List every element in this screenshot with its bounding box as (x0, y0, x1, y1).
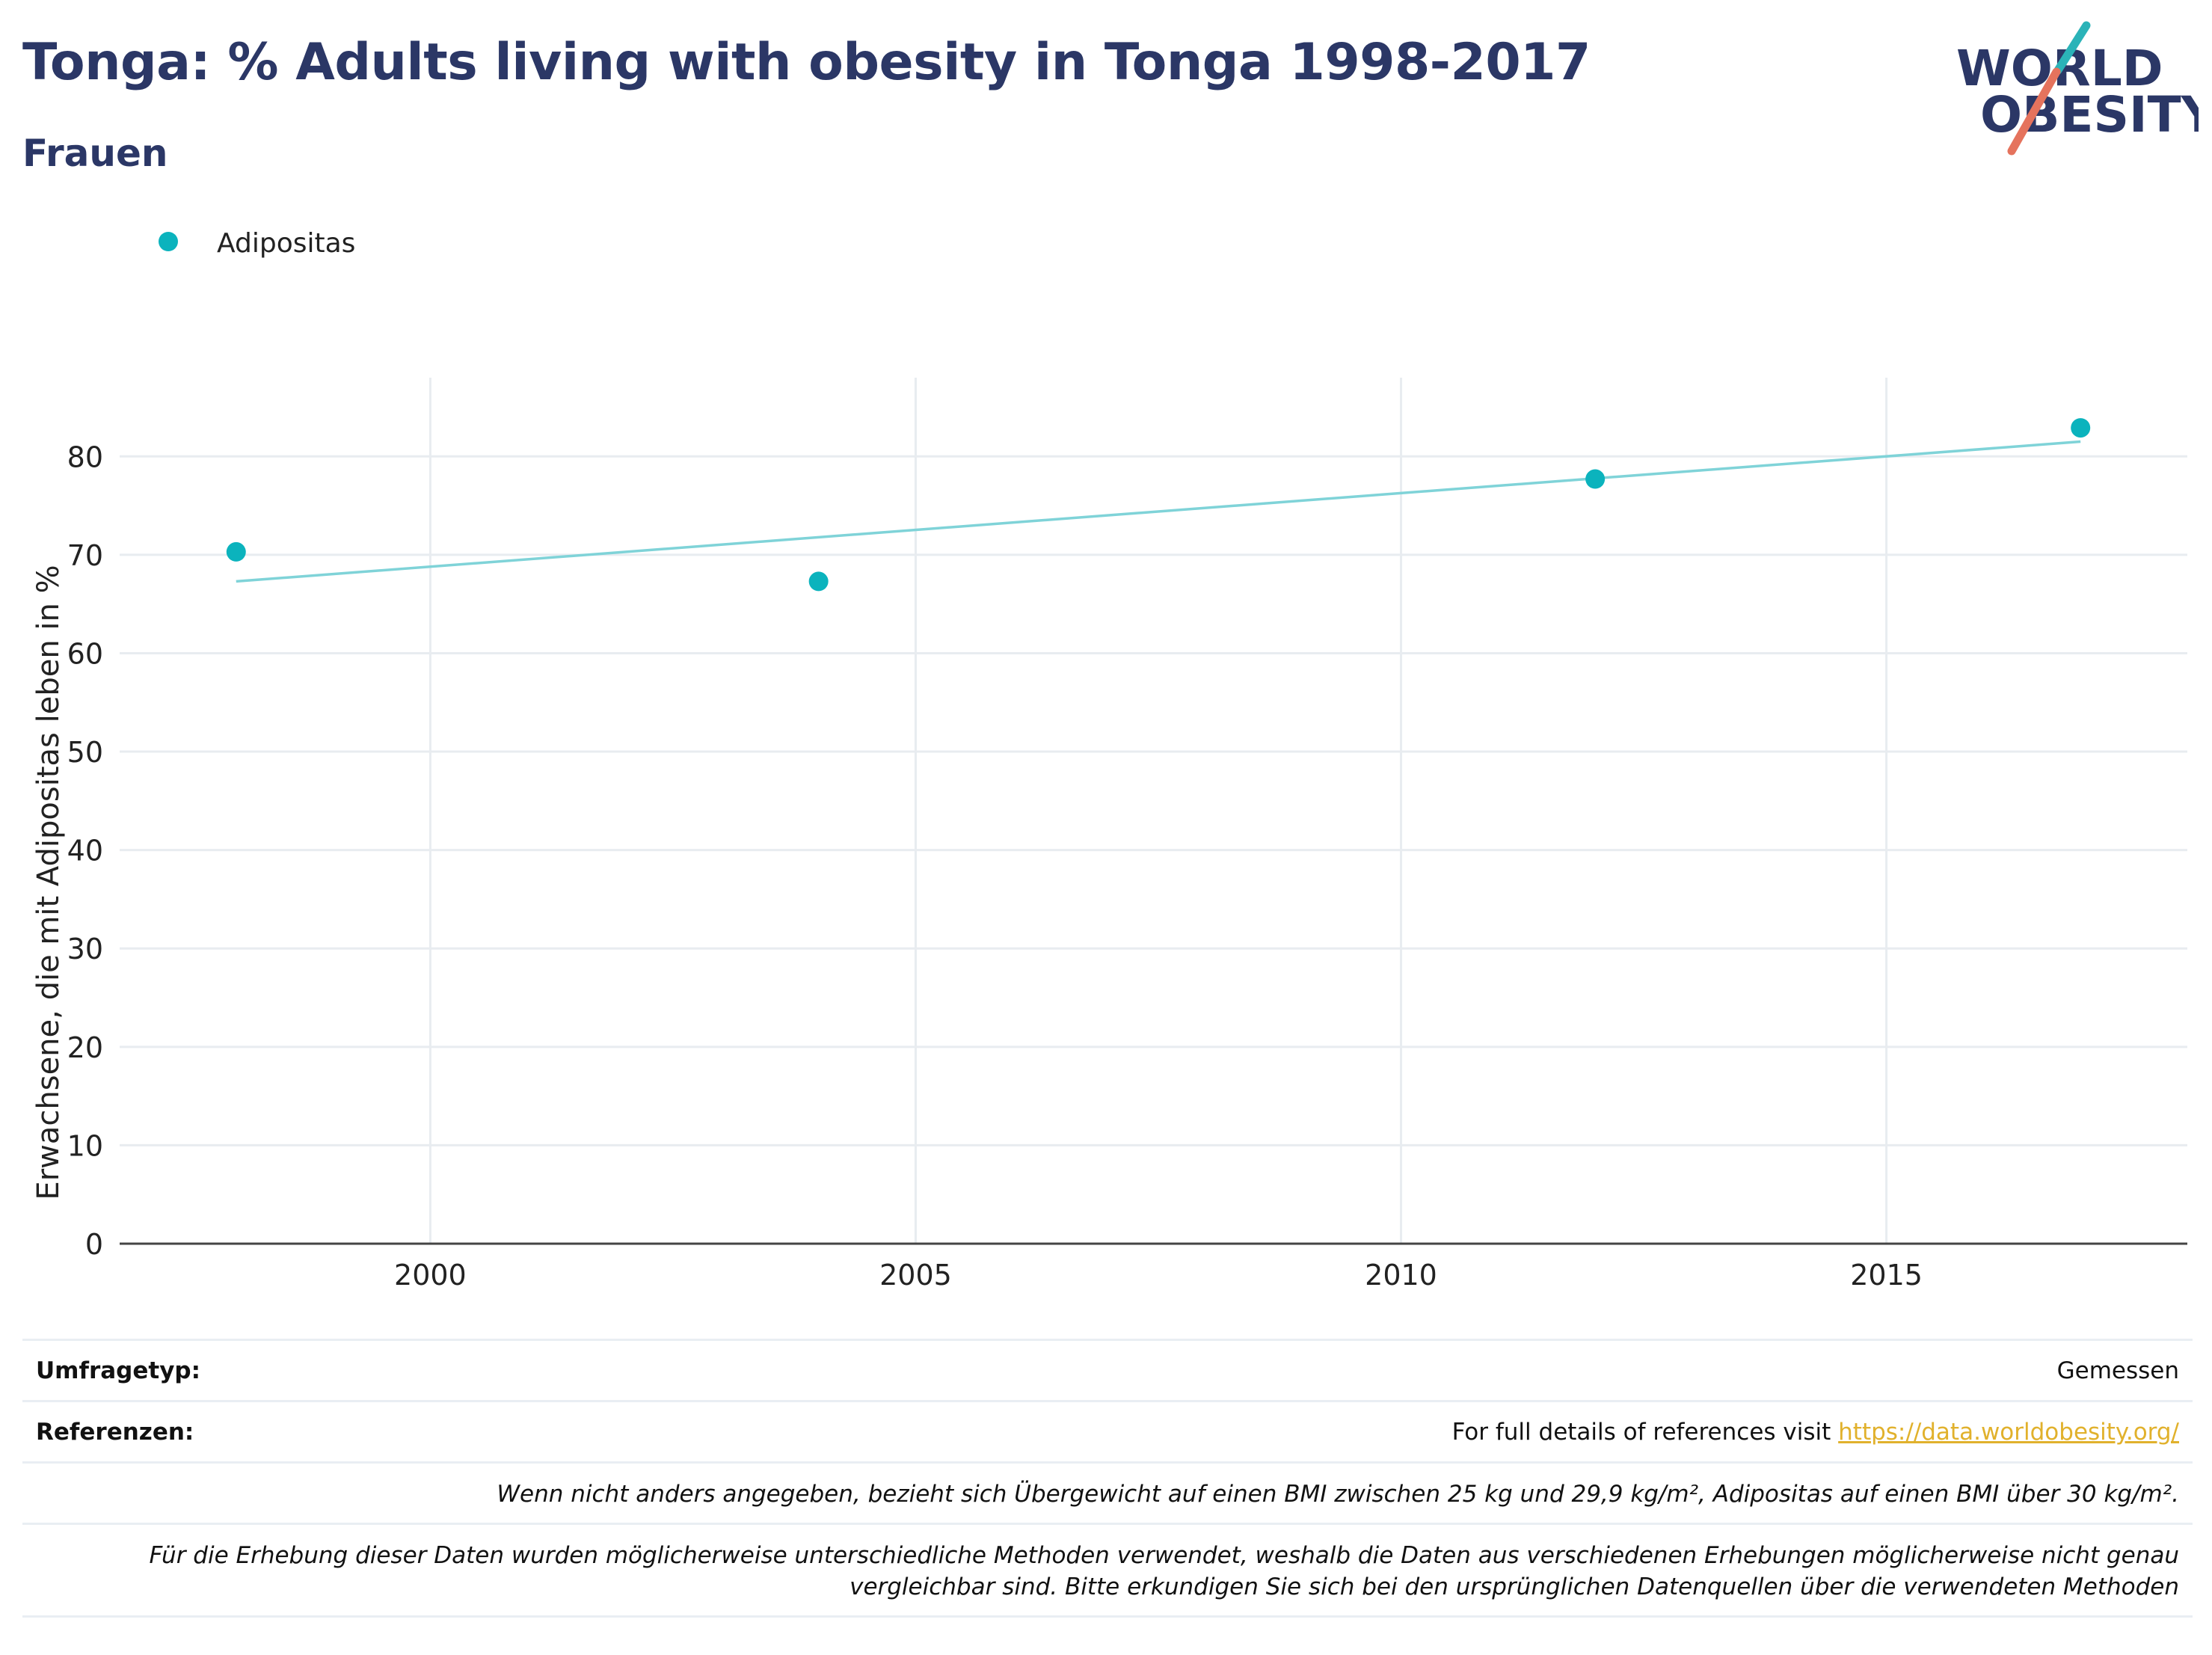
y-tick-label: 80 (67, 440, 103, 473)
x-tick-label: 2005 (879, 1259, 952, 1292)
y-tick-label: 0 (85, 1228, 103, 1261)
methods-note: Für die Erhebung dieser Daten wurden mög… (149, 1540, 2179, 1603)
y-tick-label: 70 (67, 539, 103, 572)
data-point[interactable] (1585, 469, 1606, 489)
points-layer (226, 418, 2091, 592)
y-tick-label: 60 (67, 637, 103, 670)
references-text: For full details of references visit (1451, 1419, 1839, 1446)
trend-layer (236, 440, 2081, 583)
definition-note-row: Wenn nicht anders angegeben, bezieht sic… (22, 1461, 2193, 1525)
data-point[interactable] (808, 571, 829, 592)
methods-note-line-2: vergleichbar sind. Bitte erkundigen Sie … (850, 1573, 2179, 1600)
methods-note-row: Für die Erhebung dieser Daten wurden mög… (22, 1523, 2193, 1618)
grid-layer (120, 378, 2187, 1244)
page-title: Tonga: % Adults living with obesity in T… (22, 33, 1591, 92)
methods-note-line-1: Für die Erhebung dieser Daten wurden mög… (149, 1542, 2179, 1569)
world-obesity-logo: WORLD OBESITY (1956, 21, 2199, 156)
y-tick-label: 20 (67, 1031, 103, 1064)
data-point[interactable] (226, 541, 246, 562)
axis-layer: 0 10 20 30 40 50 60 70 80 2000 2005 2010 2015 (67, 440, 2187, 1292)
trend-line (236, 440, 2081, 583)
survey-type-row: Umfragetyp: Gemessen (22, 1339, 2193, 1402)
footer-bottom-line (22, 1615, 2193, 1618)
references-row: Referenzen: For full details of referenc… (22, 1400, 2193, 1464)
x-tick-label: 2015 (1850, 1259, 1923, 1292)
y-tick-label: 30 (67, 933, 103, 965)
logo-slash-bottom (2007, 67, 2061, 156)
logo-slash-top (2053, 21, 2091, 75)
data-point[interactable] (2071, 418, 2091, 438)
references-value: For full details of references visit htt… (1452, 1419, 2179, 1446)
chart: 0 10 20 30 40 50 60 70 80 2000 2005 2010 2015 Adipos… (31, 228, 2187, 1292)
legend: Adipositas (159, 228, 355, 259)
page-subtitle: Frauen (22, 132, 168, 175)
references-label: Referenzen: (36, 1419, 194, 1446)
y-tick-label: 50 (67, 736, 103, 769)
legend-marker[interactable] (159, 232, 178, 251)
y-tick-label: 40 (67, 835, 103, 868)
legend-label[interactable]: Adipositas (217, 228, 355, 259)
references-link[interactable]: https://data.worldobesity.org/ (1838, 1419, 2179, 1446)
survey-type-label: Umfragetyp: (36, 1357, 200, 1384)
y-axis-title: Erwachsene, die mit Adipositas leben in … (31, 565, 66, 1200)
x-tick-label: 2010 (1365, 1259, 1437, 1292)
survey-type-value: Gemessen (2056, 1357, 2179, 1384)
x-tick-label: 2000 (394, 1259, 467, 1292)
y-tick-label: 10 (67, 1129, 103, 1162)
definition-note: Wenn nicht anders angegeben, bezieht sic… (497, 1481, 2179, 1508)
